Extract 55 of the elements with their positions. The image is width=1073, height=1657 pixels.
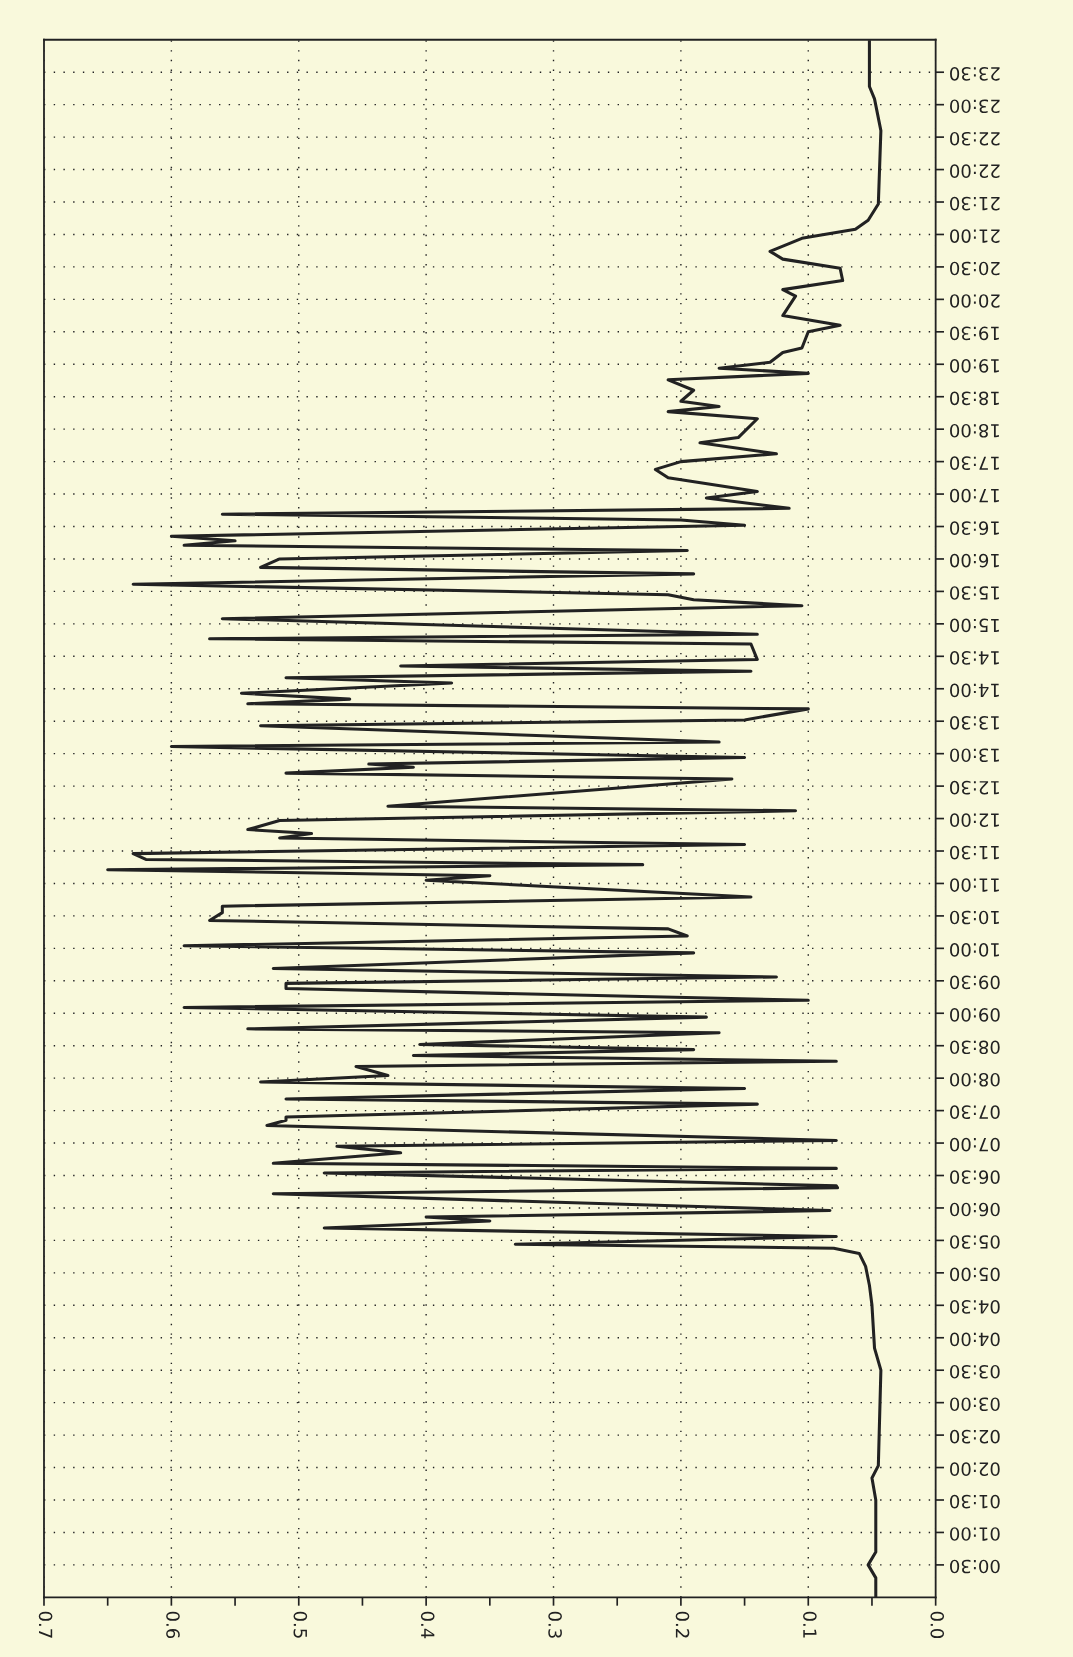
y-tick-label: 22:30	[950, 131, 1000, 146]
x-tick-label: 0.0	[930, 1611, 945, 1639]
y-tick-label: 02:30	[950, 1429, 1000, 1444]
y-tick-label: 11:00	[950, 878, 999, 892]
y-tick-label: 13:00	[950, 748, 999, 763]
y-tick-label: 05:30	[950, 1235, 1000, 1249]
y-tick-label: 18:30	[950, 391, 999, 406]
y-tick-label: 16:30	[950, 521, 999, 535]
y-tick-label: 16:00	[950, 553, 999, 568]
y-tick-label: 17:00	[950, 488, 999, 503]
y-tick-label: 09:30	[950, 975, 1000, 990]
x-tick-label: 0.2	[675, 1611, 690, 1638]
y-tick-label: 04:00	[950, 1332, 1000, 1347]
y-tick-label: 12:00	[950, 813, 999, 827]
y-tick-label: 05:00	[950, 1267, 1000, 1282]
y-tick-label: 01:30	[950, 1494, 1000, 1509]
y-tick-label: 15:00	[950, 618, 999, 633]
y-tick-label: 22:00	[950, 164, 1000, 178]
y-tick-label: 08:30	[950, 1040, 1000, 1055]
y-tick-label: 03:30	[950, 1364, 1000, 1379]
y-tick-label: 17:30	[950, 456, 999, 471]
y-tick-label: 11:30	[950, 845, 999, 860]
y-tick-label: 06:30	[950, 1170, 1000, 1184]
y-tick-label: 01:00	[950, 1527, 1000, 1541]
x-tick-label: 0.7	[38, 1611, 53, 1638]
y-tick-label: 04:30	[950, 1300, 1000, 1314]
y-tick-label: 20:30	[950, 261, 1000, 276]
y-tick-label: 00:30	[950, 1559, 1000, 1574]
x-tick-label: 0.4	[420, 1611, 435, 1639]
y-tick-label: 14:30	[950, 651, 999, 665]
y-tick-label: 23:30	[950, 66, 1000, 81]
x-tick-label: 0.1	[803, 1611, 817, 1638]
y-tick-label: 21:30	[950, 196, 1000, 211]
y-tick-label: 10:00	[950, 943, 999, 957]
x-tick-label: 0.3	[548, 1611, 562, 1638]
y-tick-label: 13:30	[950, 715, 999, 730]
y-tick-label: 18:00	[950, 423, 999, 438]
y-tick-label: 09:00	[950, 1008, 1000, 1022]
y-tick-label: 23:00	[950, 99, 1000, 114]
y-tick-label: 14:00	[950, 683, 999, 698]
y-tick-label: 03:00	[950, 1397, 1000, 1412]
y-tick-label: 21:00	[950, 229, 1000, 243]
y-tick-label: 20:00	[950, 294, 1000, 308]
y-tick-label: 08:00	[950, 1072, 1000, 1087]
y-tick-label: 15:30	[950, 586, 999, 600]
y-tick-label: 07:00	[950, 1137, 1000, 1152]
y-tick-label: 19:30	[950, 326, 999, 341]
y-tick-label: 06:00	[950, 1202, 1000, 1217]
y-tick-label: 07:30	[950, 1105, 1000, 1120]
y-tick-label: 02:00	[950, 1462, 1000, 1476]
y-tick-label: 19:00	[950, 359, 999, 373]
y-tick-label: 10:30	[950, 910, 999, 925]
x-tick-label: 0.6	[166, 1611, 180, 1639]
y-tick-label: 12:30	[950, 780, 999, 795]
x-tick-label: 0.5	[293, 1611, 308, 1638]
